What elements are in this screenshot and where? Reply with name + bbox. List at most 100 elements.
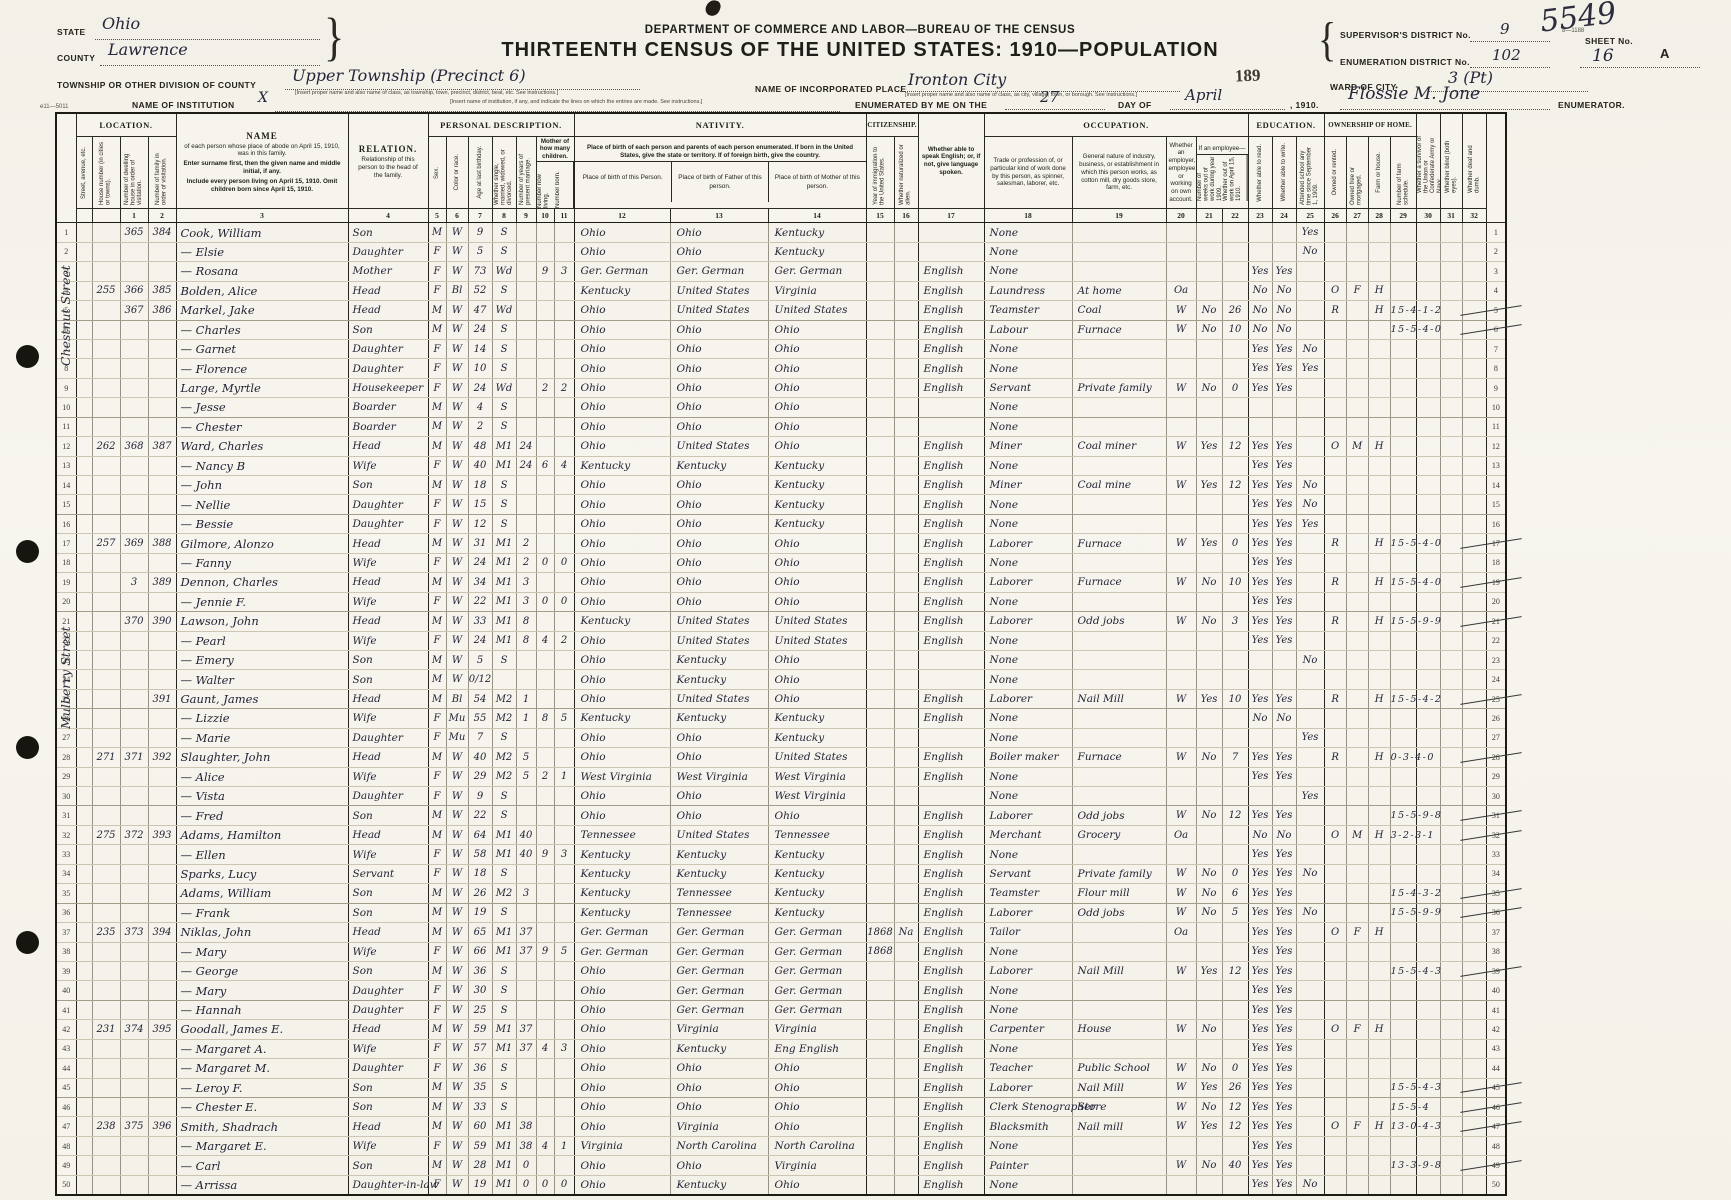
cell-emp <box>1166 553 1197 574</box>
cell-mar: Wd <box>492 378 517 399</box>
cell-pm: Tennessee <box>768 825 867 846</box>
cell-pf: Ger. German <box>670 942 769 962</box>
cell-emp: W <box>1166 864 1197 885</box>
cell-street <box>76 805 93 826</box>
cell-rd <box>1248 728 1273 749</box>
cell-rd <box>1248 242 1273 263</box>
cell-house <box>92 320 121 340</box>
cell-sch <box>1296 533 1325 554</box>
cell-cl: 0 <box>554 553 575 574</box>
cell-out <box>1196 242 1223 263</box>
cell-own: O <box>1324 1116 1347 1137</box>
cell-wks: 6 <box>1222 883 1249 904</box>
cell-dwell <box>120 592 149 613</box>
line-number-right: 8 <box>1485 358 1507 379</box>
cell-emp: W <box>1166 747 1197 768</box>
cell-color: W <box>446 1058 469 1079</box>
cell-color: W <box>446 883 469 904</box>
line-number-right: 2 <box>1485 242 1507 263</box>
cell-out <box>1196 494 1223 515</box>
cell-fam <box>148 903 177 924</box>
naturalized-col-header: Whether naturalized or alien. <box>893 135 919 210</box>
cell-pm: Ohio <box>768 1097 867 1118</box>
cell-out <box>1196 456 1223 477</box>
cell-age: 28 <box>468 1155 493 1176</box>
cell-pm: Kentucky <box>768 864 867 885</box>
cell-bl <box>1440 805 1463 826</box>
line-number-left: 22 <box>56 631 77 651</box>
group-personal: PERSONAL DESCRIPTION. <box>427 112 575 137</box>
cell-eng <box>918 397 985 418</box>
cell-imm <box>866 1175 895 1196</box>
cell-mort <box>1346 864 1369 885</box>
census-row-23: 23— Emery Son M W 5 S Ohio Kentucky Ohio None No 23 <box>56 650 1507 671</box>
cell-age: 4 <box>468 397 493 418</box>
cell-pm: Kentucky <box>768 222 867 243</box>
cell-surv <box>1416 961 1441 982</box>
cell-fh <box>1368 805 1391 826</box>
cell-yrs: 37 <box>516 1039 537 1060</box>
line-number-left: 38 <box>56 942 77 962</box>
cell-own <box>1324 708 1347 729</box>
deaf-header: Whether deaf and dumb. <box>1461 112 1487 210</box>
cell-name: — Alice <box>176 767 349 788</box>
cell-wks <box>1222 631 1249 651</box>
cell-color: W <box>446 339 469 360</box>
cell-ind: Odd jobs <box>1072 611 1167 632</box>
cell-yrs: 0 <box>516 1155 537 1176</box>
cell-imm <box>866 689 895 710</box>
cell-own: R <box>1324 533 1347 554</box>
cell-fam <box>148 728 177 749</box>
cell-nat <box>894 378 919 399</box>
cell-age: 10 <box>468 358 493 379</box>
cell-cl <box>554 572 575 593</box>
cell-rd <box>1248 786 1273 807</box>
cell-color: Mu <box>446 708 469 729</box>
cell-color: Mu <box>446 728 469 749</box>
cell-house <box>92 300 121 321</box>
cell-color: W <box>446 786 469 807</box>
line-number-right: 37 <box>1485 922 1507 943</box>
cell-pm: Ohio <box>768 650 867 671</box>
cell-age: 55 <box>468 708 493 729</box>
cell-df <box>1462 533 1487 554</box>
cell-sex: F <box>428 378 447 399</box>
line-number-left: 19 <box>56 572 77 593</box>
cell-pm: Ohio <box>768 553 867 574</box>
cell-wks <box>1222 339 1249 360</box>
cell-color: W <box>446 611 469 632</box>
form-code-left: e11—5011 <box>40 104 69 110</box>
cell-pob: Ohio <box>574 533 671 554</box>
cell-fh <box>1368 1058 1391 1079</box>
cell-imm <box>866 1116 895 1137</box>
cell-rel: Head <box>348 922 429 943</box>
cell-sex: M <box>428 417 447 438</box>
cell-name: Dennon, Charles <box>176 572 349 593</box>
cell-sch <box>1296 281 1325 302</box>
census-row-21: 21 370 390 Lawson, John Head M W 33 M1 8 Kentucky U… <box>56 611 1507 632</box>
census-row-31: 31— Fred Son M W 22 S Ohio Ohio Ohio English Labor… <box>56 805 1507 826</box>
cell-eng: English <box>918 631 985 651</box>
cell-street <box>76 825 93 846</box>
cell-wks <box>1222 767 1249 788</box>
county-line <box>100 64 320 66</box>
cell-dwell <box>120 728 149 749</box>
cell-age: 40 <box>468 456 493 477</box>
cell-out <box>1196 669 1223 690</box>
cell-sex: M <box>428 320 447 340</box>
pob-mother-label: Place of birth of Mother of this person. <box>768 162 865 203</box>
cell-nat <box>894 222 919 243</box>
cell-age: 54 <box>468 689 493 710</box>
cell-mort <box>1346 475 1369 496</box>
cell-out: No <box>1196 903 1223 924</box>
cell-cb <box>536 611 555 632</box>
col-number-11: 11 <box>553 208 575 224</box>
line-number-right: 34 <box>1485 864 1507 885</box>
cell-trade: Servant <box>984 378 1073 399</box>
cell-mort <box>1346 903 1369 924</box>
cell-cb <box>536 786 555 807</box>
cell-own <box>1324 767 1347 788</box>
cell-rd: Yes <box>1248 358 1273 379</box>
cell-house <box>92 689 121 710</box>
cell-yrs: 40 <box>516 844 537 865</box>
